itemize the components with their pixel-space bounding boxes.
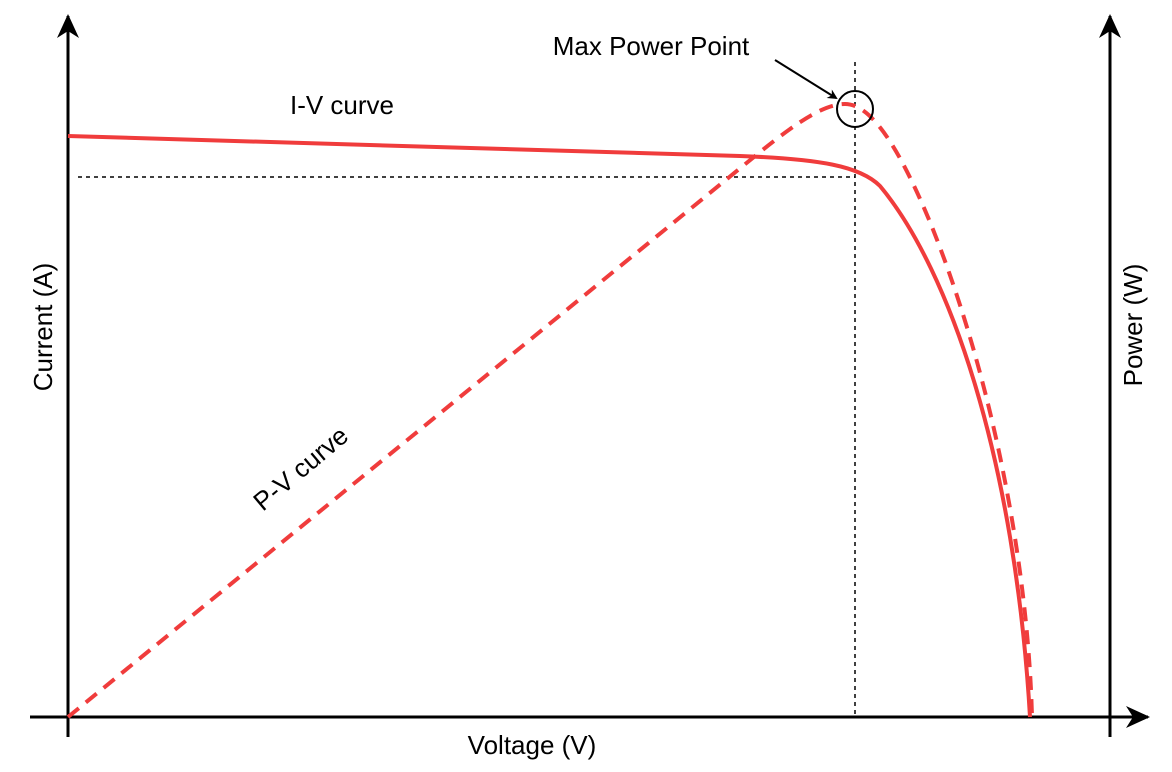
pv-curve xyxy=(66,101,1034,719)
mpp-arrow xyxy=(774,59,838,100)
pv-label: P-V curve xyxy=(247,420,354,516)
iv-label: I-V curve xyxy=(290,90,394,120)
y-axis-label: Current (A) xyxy=(28,263,58,392)
mpp-circle xyxy=(836,90,874,128)
y2-axis-label: Power (W) xyxy=(1118,264,1148,387)
iv-curve xyxy=(67,134,1032,718)
mpp-label: Max Power Point xyxy=(553,31,750,61)
x-axis-label: Voltage (V) xyxy=(468,730,597,760)
